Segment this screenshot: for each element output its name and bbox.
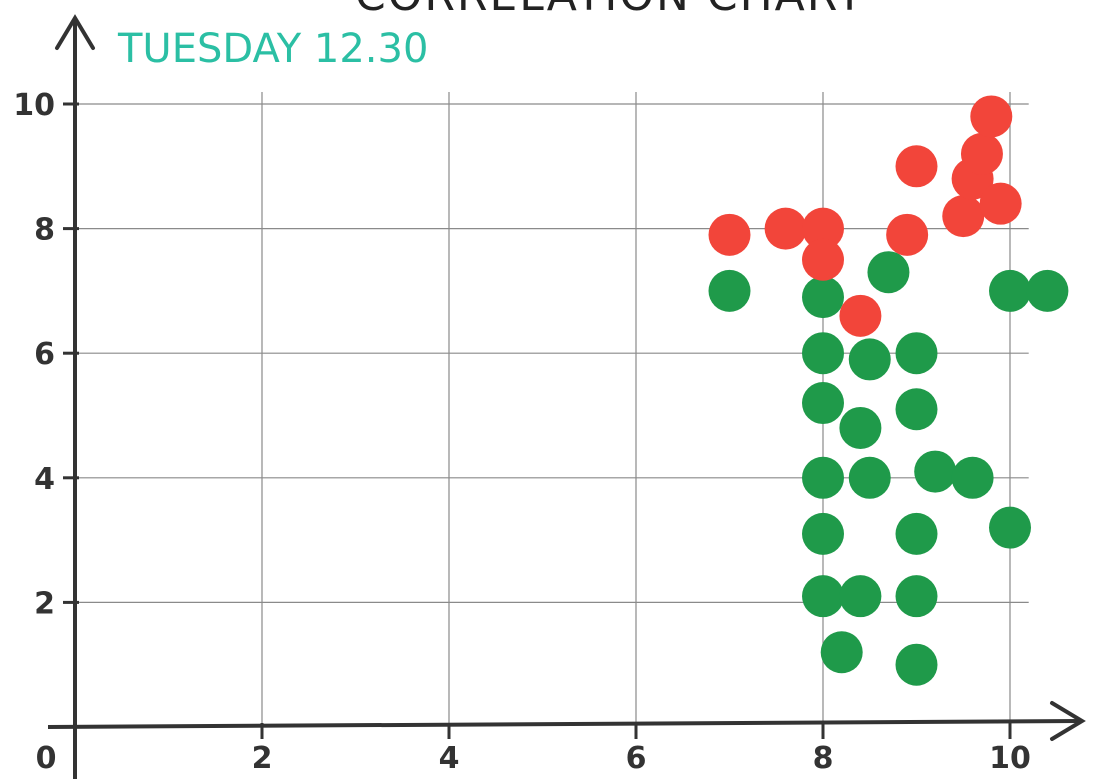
green-point <box>914 450 957 493</box>
green-point <box>802 512 844 555</box>
x-tick-label: 8 <box>813 741 834 776</box>
x-tick-label: 10 <box>989 741 1031 776</box>
green-point <box>895 512 938 555</box>
green-point <box>895 388 938 431</box>
red-point <box>802 207 844 250</box>
red-point <box>708 213 751 256</box>
x-tick-label: 2 <box>252 741 273 776</box>
red-point <box>895 145 938 188</box>
x-axis-line <box>47 719 1081 729</box>
green-point <box>839 406 882 449</box>
green-point <box>867 251 910 294</box>
red-point <box>764 207 807 250</box>
y-tick-label: 8 <box>34 213 55 248</box>
red-point <box>802 238 844 281</box>
y-tick-label: 4 <box>34 462 55 497</box>
green-point <box>802 276 844 319</box>
green-point <box>1026 269 1069 312</box>
axes <box>47 14 1086 779</box>
green-point <box>802 575 844 618</box>
green-point <box>895 575 938 618</box>
red-point <box>942 195 985 238</box>
green-point <box>989 506 1031 549</box>
red-point <box>839 294 882 337</box>
green-point <box>895 332 938 375</box>
green-point <box>848 338 891 381</box>
y-axis-arrow <box>55 14 95 50</box>
red-point <box>960 132 1003 175</box>
x-axis-arrow <box>1050 701 1086 741</box>
red-point <box>970 95 1013 138</box>
chart-subtitle: TUESDAY 12.30 <box>117 26 428 72</box>
x-tick-label: 4 <box>439 741 460 776</box>
green-point <box>708 269 751 312</box>
y-tick-label: 6 <box>34 337 55 372</box>
y-tick-label: 10 <box>13 88 55 123</box>
y-tick-label: 2 <box>34 586 55 621</box>
green-point <box>802 382 844 425</box>
tick-labels: 2 4 6 8 10 0 2 4 6 8 10 <box>13 88 1031 776</box>
green-point <box>802 332 844 375</box>
green-point <box>820 631 863 674</box>
x-tick-label: 0 <box>36 741 57 776</box>
green-point <box>802 456 844 499</box>
green-point <box>839 575 882 618</box>
green-point <box>989 269 1031 312</box>
green-point <box>848 456 891 499</box>
green-point <box>951 456 994 499</box>
grid-lines <box>75 92 1029 727</box>
data-points <box>708 95 1069 686</box>
x-tick-label: 6 <box>626 741 647 776</box>
red-point <box>886 213 929 256</box>
green-point <box>895 643 938 686</box>
red-point <box>979 182 1022 225</box>
chart-title: CORRELATION CHART <box>355 0 865 21</box>
